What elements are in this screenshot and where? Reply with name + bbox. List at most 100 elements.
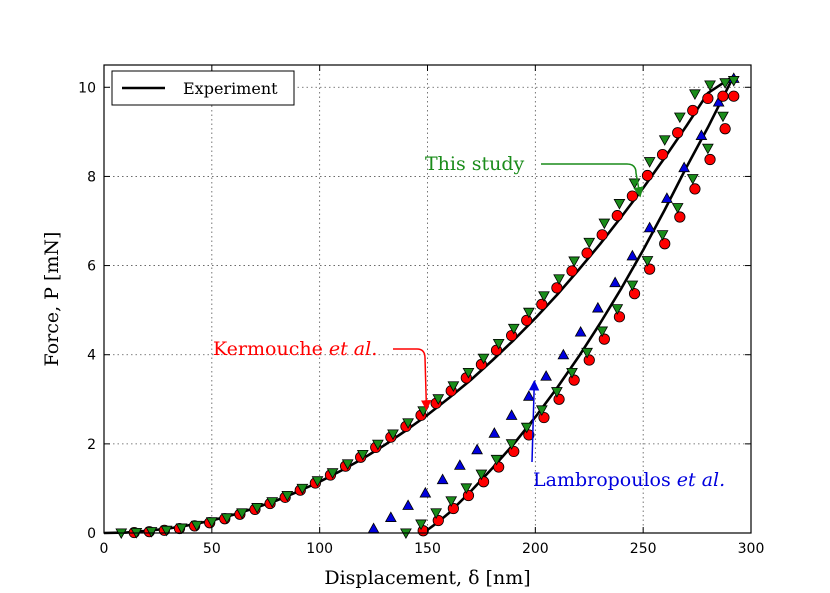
data-point: [251, 503, 264, 514]
series-kermouche: [417, 123, 731, 537]
data-point: [471, 443, 483, 455]
data-point: [266, 497, 279, 508]
data-point: [581, 247, 593, 259]
data-point: [598, 333, 610, 345]
legend-label: Experiment: [183, 79, 278, 98]
data-point: [704, 153, 716, 166]
data-point: [596, 229, 608, 241]
data-point: [536, 298, 548, 310]
data-point: [387, 429, 399, 441]
data-point: [591, 301, 604, 313]
gridlines: [103, 65, 752, 534]
data-point: [661, 192, 673, 203]
data-point: [281, 490, 294, 502]
annotations: This study Kermouche et al. Lambropoulos e…: [213, 153, 725, 491]
data-point: [447, 381, 460, 392]
data-point: [658, 135, 671, 146]
data-point: [460, 483, 473, 495]
data-point: [372, 439, 384, 451]
data-point: [505, 409, 518, 420]
x-tick-label: 50: [203, 541, 221, 557]
data-point: [689, 89, 701, 100]
annotation-arrow-lambropoulos: [528, 379, 540, 463]
data-point: [553, 274, 565, 285]
data-point: [598, 218, 611, 230]
data-point: [477, 476, 490, 488]
data-point: [719, 123, 731, 135]
data-point: [717, 111, 729, 123]
data-point: [522, 390, 535, 401]
data-point: [508, 445, 520, 458]
data-point: [613, 311, 626, 323]
data-point: [609, 276, 622, 288]
data-point: [475, 469, 488, 481]
data-point: [613, 199, 626, 210]
y-axis-label: Force, P [mN]: [41, 232, 63, 367]
data-point: [453, 459, 466, 470]
data-point: [145, 527, 158, 538]
data-point: [384, 511, 397, 522]
data-point: [673, 112, 686, 124]
y-tick-label: 4: [87, 348, 96, 364]
data-point: [566, 265, 578, 277]
data-point: [557, 348, 570, 360]
x-tick-label: 250: [630, 541, 657, 557]
data-point: [611, 304, 624, 315]
y-tick-label: 6: [87, 259, 96, 275]
data-point: [583, 237, 596, 249]
data-point: [402, 418, 414, 429]
y-tick-label: 8: [87, 169, 96, 185]
data-point: [445, 496, 458, 507]
data-point: [430, 508, 443, 519]
series-this-study: [400, 111, 729, 540]
data-point: [656, 230, 669, 241]
data-point: [671, 203, 684, 214]
data-point: [581, 347, 593, 359]
x-tick-label: 100: [306, 541, 333, 557]
data-point: [687, 104, 699, 117]
x-tick-label: 150: [414, 541, 441, 557]
data-point: [490, 454, 503, 466]
data-point: [236, 508, 248, 519]
data-point: [488, 427, 501, 438]
x-tick-label: 200: [522, 541, 549, 557]
data-point: [568, 374, 580, 386]
data-point: [432, 394, 445, 405]
data-point: [656, 148, 669, 161]
data-point: [190, 520, 203, 532]
data-point: [296, 483, 309, 495]
data-point: [678, 161, 691, 173]
data-point: [535, 405, 548, 417]
data-point: [659, 238, 671, 250]
data-point: [686, 174, 699, 185]
data-point: [596, 326, 609, 338]
data-point: [175, 523, 188, 535]
data-point: [574, 325, 587, 337]
data-point: [160, 525, 173, 537]
data-point: [356, 449, 369, 461]
data-point: [436, 473, 449, 485]
data-point: [695, 129, 708, 140]
experiment-line: [422, 75, 735, 535]
data-point: [641, 169, 654, 182]
data-point: [432, 514, 444, 527]
annotation-arrow-this-study: [541, 163, 644, 198]
data-point: [506, 329, 518, 342]
data-point: [717, 90, 729, 102]
data-point: [628, 288, 641, 300]
data-point: [493, 461, 505, 473]
data-point: [566, 367, 578, 379]
data-point: [551, 387, 563, 398]
data-point: [311, 476, 324, 487]
data-point: [540, 370, 552, 381]
data-point: [702, 92, 714, 105]
data-point: [626, 190, 638, 202]
y-tick-label: 2: [87, 437, 96, 453]
data-point: [341, 459, 354, 470]
data-point: [643, 221, 656, 233]
y-tick-label: 10: [78, 80, 96, 96]
data-point: [727, 76, 740, 87]
data-point: [326, 468, 339, 479]
data-point: [626, 249, 639, 261]
data-point: [507, 323, 520, 335]
